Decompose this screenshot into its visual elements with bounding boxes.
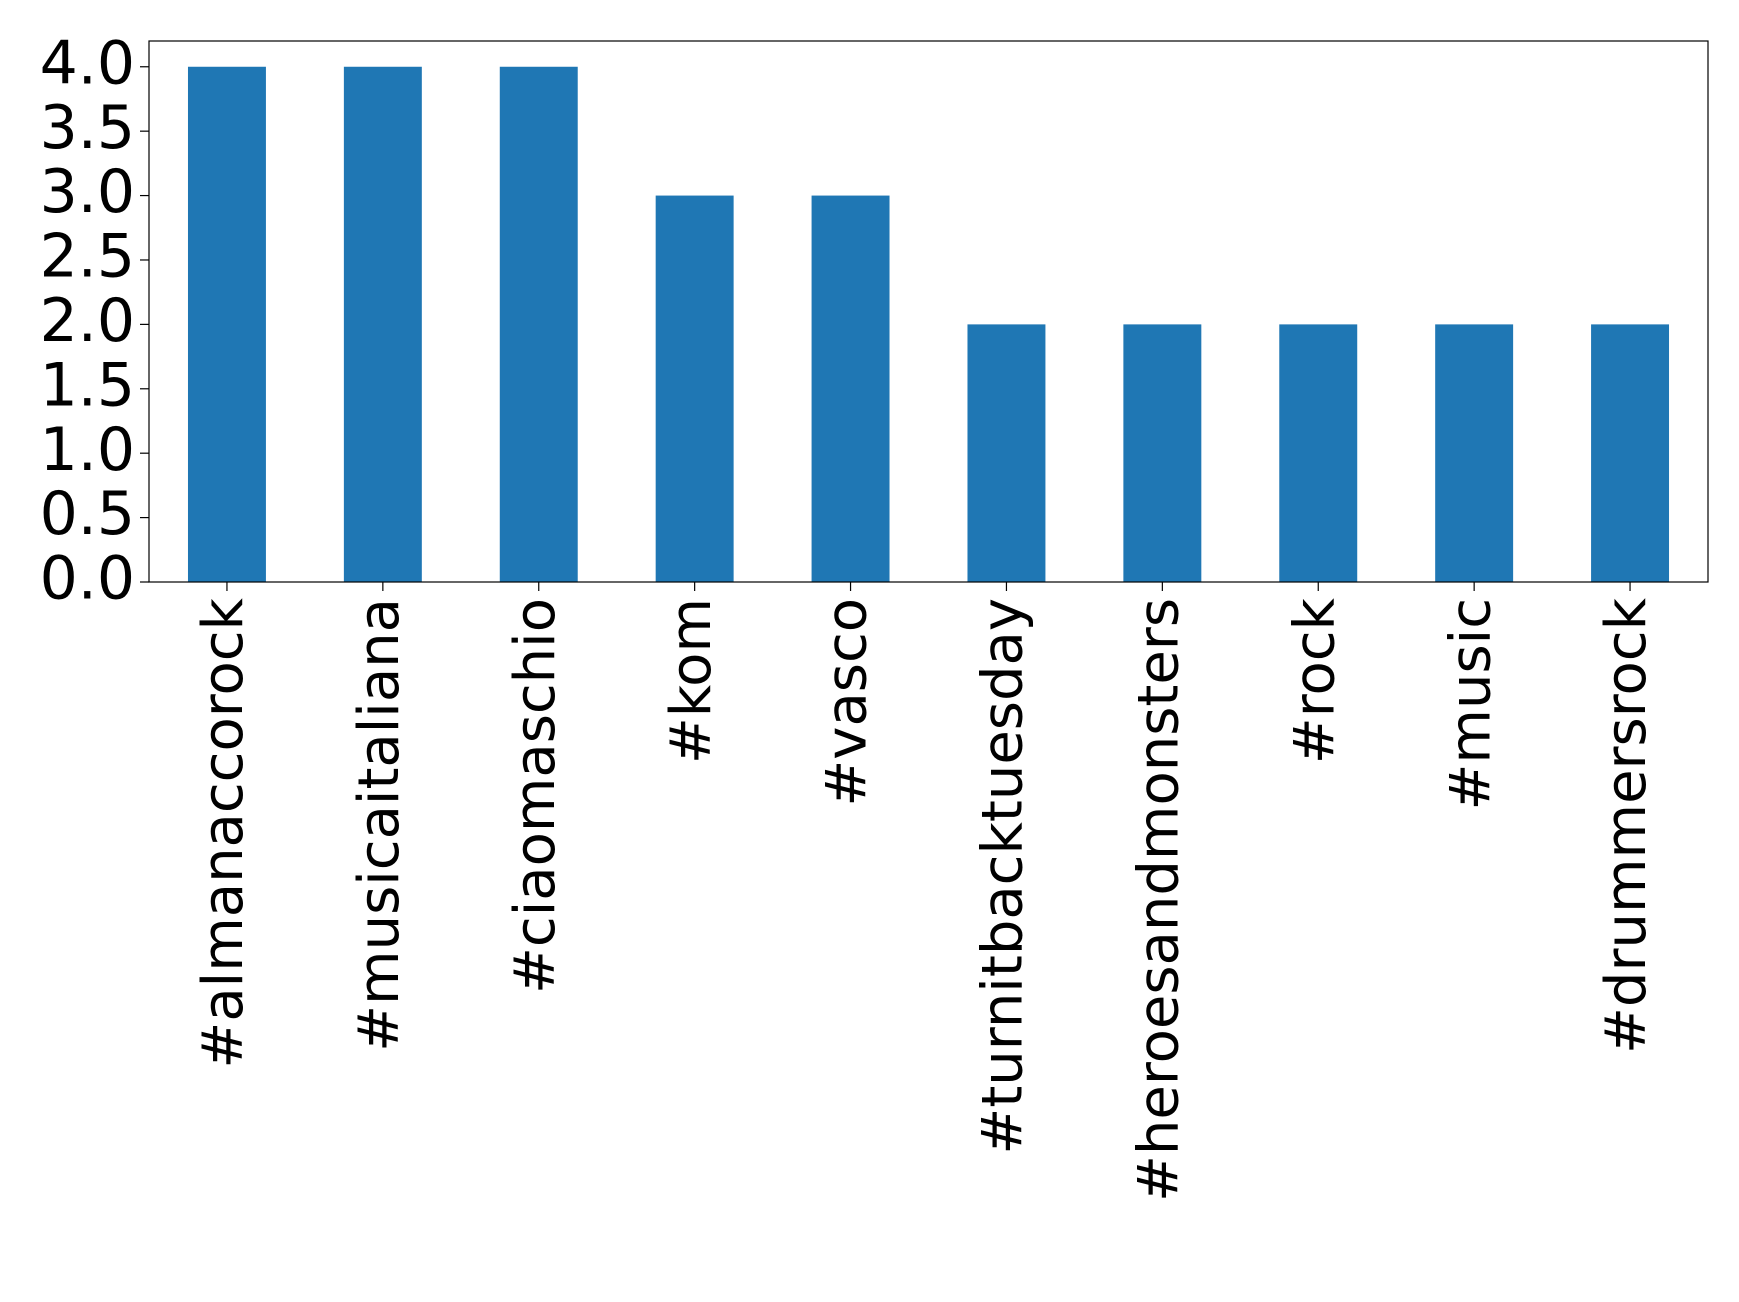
bar xyxy=(343,66,422,582)
y-tick-label: 1.5 xyxy=(40,350,135,420)
bar xyxy=(187,66,266,582)
bar xyxy=(811,195,890,583)
plot-frame xyxy=(148,40,1709,583)
y-tick-label: 2.5 xyxy=(40,222,135,292)
x-tick-label: #musicaitaliana xyxy=(347,598,412,1052)
bar xyxy=(499,66,578,582)
y-tick-label: 3.5 xyxy=(40,93,135,163)
x-tick-label: #music xyxy=(1438,598,1503,811)
x-tick-label: #ciaomaschio xyxy=(503,598,568,994)
x-tick-label: #almanaccorock xyxy=(191,597,256,1068)
y-tick-label: 0.0 xyxy=(40,544,135,614)
x-tick-label: #turnitbacktuesday xyxy=(971,598,1036,1155)
x-tick-label: #kom xyxy=(659,598,724,764)
y-tick-label: 4.0 xyxy=(40,28,135,98)
bar xyxy=(655,195,734,583)
x-tick-label: #heroesandmonsters xyxy=(1126,598,1191,1202)
bar xyxy=(967,324,1046,582)
bar xyxy=(1123,324,1202,582)
x-tick-label: #drummersrock xyxy=(1594,597,1659,1054)
y-tick-label: 3.0 xyxy=(40,157,135,227)
y-tick-label: 1.0 xyxy=(40,415,135,485)
y-tick-label: 0.5 xyxy=(40,479,135,549)
bar xyxy=(1591,324,1670,582)
x-tick-label: #rock xyxy=(1282,597,1347,764)
y-tick-label: 2.0 xyxy=(40,286,135,356)
x-tick-label: #vasco xyxy=(815,598,880,807)
bar xyxy=(1435,324,1514,582)
bar xyxy=(1279,324,1358,582)
